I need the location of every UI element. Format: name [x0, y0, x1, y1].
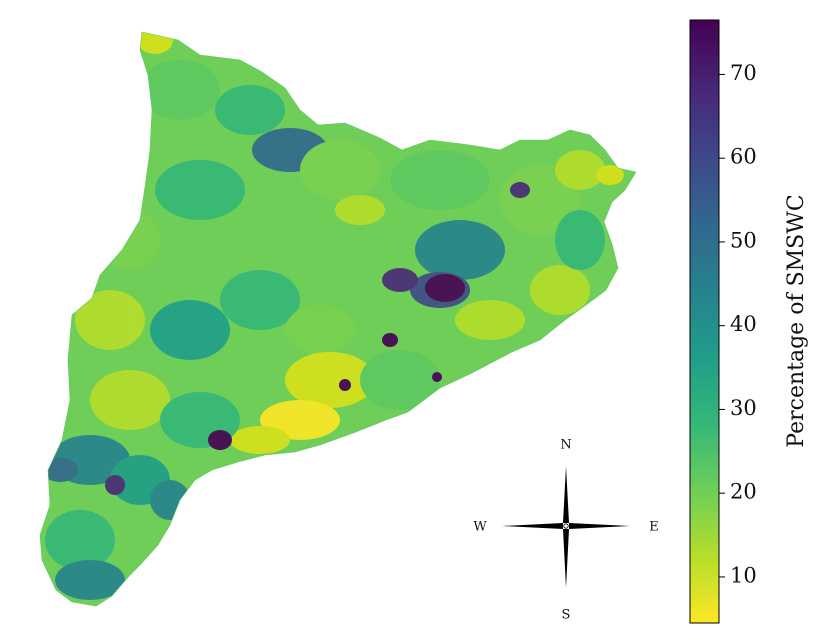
compass-south-label: S [562, 608, 571, 623]
compass-needle-south [563, 529, 569, 588]
colorbar-gradient [689, 19, 720, 624]
colorbar-label: Percentage of SMSWC [784, 194, 809, 447]
municipality-patches [42, 32, 624, 600]
catalonia-region [39, 31, 637, 607]
compass-north-label: N [560, 438, 571, 453]
compass-rose: N S E W [473, 438, 658, 623]
colorbar-tick-label: 40 [730, 312, 757, 336]
colorbar: 10 20 30 40 50 60 70 Percentage of SMSWC [689, 19, 809, 624]
colorbar-tick-label: 30 [730, 396, 757, 420]
colorbar-tick-label: 70 [730, 61, 757, 85]
compass-needle-west [502, 523, 563, 529]
compass-needle-north [563, 466, 569, 523]
compass-needle-east [569, 523, 630, 529]
colorbar-ticks: 10 20 30 40 50 60 70 [719, 61, 757, 587]
colorbar-tick-label: 10 [730, 563, 757, 587]
compass-east-label: E [649, 520, 659, 535]
colorbar-tick-label: 20 [730, 480, 757, 504]
colorbar-tick-label: 60 [730, 145, 757, 169]
compass-west-label: W [473, 520, 487, 535]
colorbar-tick-label: 50 [730, 228, 757, 252]
